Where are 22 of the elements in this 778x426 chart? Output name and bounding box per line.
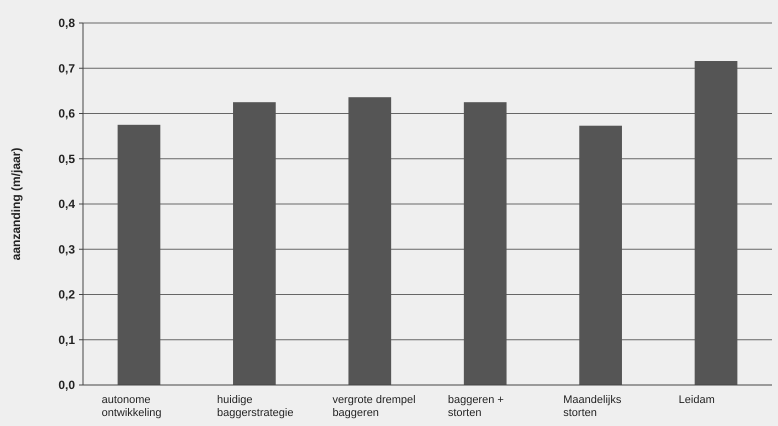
bar <box>233 102 276 385</box>
bar <box>694 61 738 385</box>
y-tick-label: 0,4 <box>58 197 76 212</box>
x-tick-label: autonome ontwikkeling <box>102 394 162 419</box>
y-tick-label: 0,0 <box>58 378 76 392</box>
y-tick-label: 0,1 <box>58 332 76 347</box>
x-tick-label: huidige baggerstrategie <box>217 394 294 419</box>
y-axis-title: aanzanding (m/jaar) <box>9 148 23 260</box>
y-tick-label: 0,8 <box>58 16 76 30</box>
y-tick-label: 0,3 <box>58 242 76 256</box>
y-tick-label: 0,2 <box>58 288 76 302</box>
x-tick-label: baggeren + storten <box>448 394 504 419</box>
x-tick-label: Maandelijks storten <box>563 394 622 419</box>
bar <box>464 102 507 385</box>
x-tick-label: Leidam <box>678 394 715 406</box>
bar <box>118 124 160 385</box>
y-tick-label: 0,7 <box>58 61 76 76</box>
bar <box>348 97 392 385</box>
x-tick-label: vergrote drempel baggeren <box>332 394 416 419</box>
bar <box>579 126 622 385</box>
y-tick-label: 0,5 <box>58 152 76 166</box>
y-tick-label: 0,6 <box>58 106 76 121</box>
